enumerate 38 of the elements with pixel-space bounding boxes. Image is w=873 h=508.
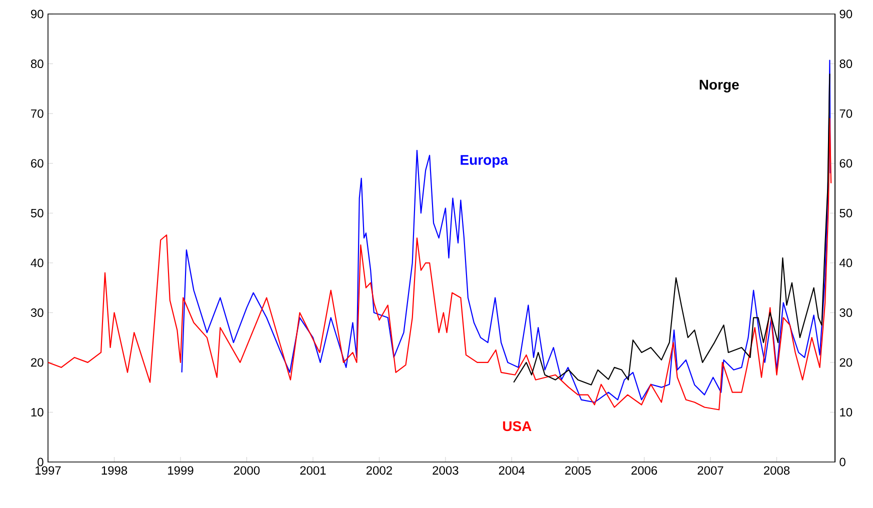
x-tick-label: 1999 (168, 466, 194, 475)
y-tick-label: 50 (30, 208, 44, 218)
y-tick-label: 30 (30, 308, 44, 317)
y2-tick-label: 20 (840, 358, 852, 367)
y2-tick-label: 30 (840, 308, 852, 317)
x-tick-label: 2000 (234, 466, 260, 475)
y-tick-label: 60 (31, 159, 44, 168)
line-series (513, 73, 830, 386)
x-tick-label: 1997 (36, 466, 61, 475)
text: Europa (460, 155, 508, 168)
y2-tick-label: 90 (840, 10, 852, 18)
text: USA (503, 421, 532, 432)
x-tick-label: 2003 (432, 466, 458, 475)
x-tick-label: 1998 (102, 466, 128, 475)
y-tick-label: 70 (31, 109, 44, 118)
y-tick-label: 40 (30, 258, 44, 268)
x-tick-label: 2006 (631, 466, 658, 475)
y-tick-label: 90 (31, 10, 44, 18)
y2-tick-label: 70 (840, 109, 852, 118)
y-tick-label: 0 (38, 458, 44, 466)
y-tick-label: 10 (31, 408, 44, 416)
x-tick-label: 2002 (366, 466, 392, 475)
x-tick-label: 2008 (764, 466, 790, 475)
y2-tick-label: 50 (840, 208, 852, 218)
y2-tick-label: 60 (840, 159, 852, 168)
x-tick-label: 2007 (698, 466, 724, 475)
y-tick-label: 20 (31, 358, 44, 367)
x-tick-label: 2004 (498, 466, 525, 475)
y-tick-label: 80 (30, 60, 44, 68)
y2-tick-label: 40 (840, 258, 852, 268)
x-tick-label: 2001 (300, 466, 326, 475)
line-series (48, 118, 832, 410)
y2-tick-label: 80 (840, 60, 852, 68)
y2-tick-label: 0 (840, 458, 846, 466)
text: Norge (700, 80, 739, 92)
x-tick-label: 2005 (565, 466, 591, 475)
line-series (181, 60, 831, 403)
y2-tick-label: 10 (840, 408, 852, 416)
